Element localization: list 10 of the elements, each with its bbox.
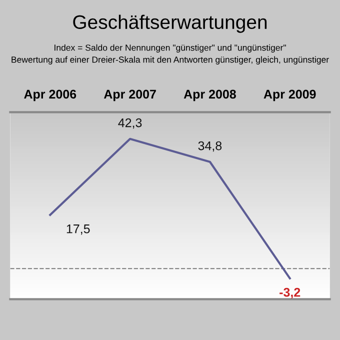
x-tick-label: Apr 2009: [264, 90, 316, 102]
x-tick-label: Apr 2007: [104, 90, 156, 102]
data-label: 42,3: [118, 118, 142, 129]
data-label: 34,8: [198, 141, 222, 152]
x-tick-label: Apr 2006: [24, 90, 76, 102]
data-label: -3,2: [280, 288, 300, 299]
data-label: 17,5: [66, 224, 90, 235]
x-tick-label: Apr 2008: [184, 90, 236, 102]
chart-title: Geschäftserwartungen: [73, 14, 267, 33]
chart-subtitle: Index = Saldo der Nennungen "günstiger" und "ungünstiger" Bewertung auf einer Dreier-Skala mit den Antworten günstiger, gleich, ungünstiger: [12, 44, 329, 64]
